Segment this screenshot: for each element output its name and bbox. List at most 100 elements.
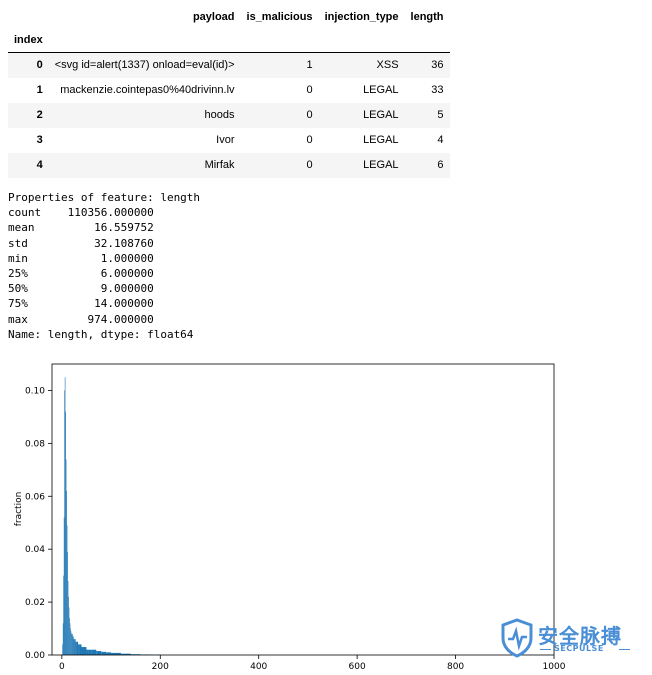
column-header-injection-type: injection_type	[324, 11, 399, 23]
shield-logo-icon	[501, 618, 533, 658]
column-header-payload: payload	[192, 11, 235, 23]
histogram-bar	[73, 639, 75, 655]
output-line: max 974.000000	[8, 312, 154, 326]
watermark-subtitle: SECPULSE	[554, 644, 604, 653]
histogram-bar	[76, 641, 79, 655]
histogram-bar	[86, 649, 89, 655]
length-cell: 5	[437, 109, 444, 121]
length-cell: 33	[431, 84, 444, 96]
injection-type-cell: LEGAL	[363, 134, 399, 146]
table-row: 3 Ivor 0 LEGAL 4	[8, 128, 450, 153]
histogram-bar	[70, 628, 71, 655]
histogram-bar	[66, 525, 68, 655]
is-malicious-cell: 0	[306, 84, 313, 96]
column-header-is-malicious: is_malicious	[246, 11, 313, 23]
cell-output-text: Properties of feature: length count 1103…	[8, 190, 200, 342]
is-malicious-cell: 1	[306, 59, 313, 72]
histogram-bar	[65, 459, 67, 655]
histogram-bar	[69, 623, 71, 655]
histogram-bars	[62, 377, 161, 655]
payload-cell: hoods	[204, 109, 235, 121]
histogram-bar	[69, 617, 70, 655]
y-tick-label: 0.08	[25, 439, 45, 449]
watermark-divider-left	[540, 649, 551, 650]
output-line: std 32.108760	[8, 236, 154, 250]
injection-type-cell: LEGAL	[363, 109, 399, 121]
histogram-bar	[67, 551, 68, 655]
injection-type-cell: XSS	[376, 59, 399, 72]
index-header-corner	[8, 6, 49, 28]
histogram-bar	[79, 644, 82, 655]
index-name-row: index	[8, 28, 450, 53]
is-malicious-cell: 0	[306, 109, 313, 121]
table-header-row: payload is_malicious injection_type leng…	[8, 6, 450, 28]
histogram-bar	[72, 636, 74, 655]
histogram-bar	[78, 644, 80, 655]
y-axis-label: fraction	[14, 492, 24, 527]
histogram-bar	[63, 517, 65, 655]
histogram-bar	[68, 596, 69, 655]
watermark-divider-right	[619, 649, 630, 650]
output-line: Name: length, dtype: float64	[8, 327, 194, 341]
is-malicious-cell: 0	[306, 134, 313, 146]
histogram-bar	[71, 633, 72, 655]
is-malicious-cell: 0	[306, 159, 313, 171]
table-row: 0 <svg id=alert(1337) onload=eval(id)> 1…	[8, 52, 450, 78]
histogram-bar	[64, 377, 66, 655]
x-axis-ticks: 0 200 400 600 800 1000	[59, 655, 566, 672]
histogram-bar	[64, 390, 65, 655]
x-tick-label: 1000	[543, 662, 566, 672]
payload-cell: Mirfak	[204, 159, 235, 171]
y-tick-label: 0.04	[25, 545, 45, 555]
injection-type-cell: LEGAL	[363, 159, 399, 171]
output-line: 50% 9.000000	[8, 282, 154, 296]
histogram-chart: 0 200 400 600 800 1000 0.000.020.040.060.080.…	[14, 363, 566, 672]
row-index: 2	[36, 109, 43, 121]
watermark-title: 安全脉搏	[538, 624, 622, 648]
length-cell: 36	[431, 59, 444, 72]
y-axis-ticks: 0.00 0.02 0.04 0.06 0.08 0.10	[25, 386, 52, 661]
output-line: 25% 6.000000	[8, 267, 154, 281]
histogram-bar	[74, 639, 76, 655]
histogram-bar	[63, 575, 64, 655]
histogram-bar	[106, 652, 112, 655]
table-row: 1 mackenzie.cointepas0%40drivinn.lv 0 LE…	[8, 78, 450, 103]
column-header-length: length	[410, 11, 444, 23]
output-line: 75% 14.000000	[8, 297, 154, 311]
x-tick-label: 600	[349, 662, 366, 672]
secpulse-watermark: 安全脉搏 SECPULSE	[500, 618, 640, 662]
length-cell: 4	[437, 134, 444, 146]
index-name-label: index	[14, 34, 43, 46]
row-index: 1	[36, 84, 43, 96]
histogram-bar	[120, 653, 131, 655]
histogram-bar	[66, 490, 67, 655]
histogram-bar	[67, 580, 69, 655]
x-tick-label: 200	[152, 662, 169, 672]
y-tick-label: 0.02	[25, 598, 45, 608]
row-index: 0	[36, 59, 43, 72]
table-row: 4 Mirfak 0 LEGAL 6	[8, 152, 450, 178]
x-tick-label: 800	[447, 662, 464, 672]
output-line: Properties of feature: length	[8, 191, 201, 204]
dataframe-table: payload is_malicious injection_type leng…	[8, 6, 450, 178]
histogram-bar	[68, 607, 70, 655]
table-row: 2 hoods 0 LEGAL 5	[8, 102, 450, 128]
histogram-bar	[65, 411, 66, 655]
histogram-bar	[96, 651, 102, 655]
histogram-bar	[70, 631, 72, 655]
histogram-bar	[62, 644, 63, 655]
y-tick-label: 0.10	[25, 386, 45, 396]
histogram-bar	[101, 651, 107, 655]
x-tick-label: 0	[59, 662, 65, 672]
y-tick-label: 0.06	[25, 492, 45, 502]
y-tick-label: 0.00	[25, 651, 45, 661]
histogram-bar	[62, 623, 64, 655]
histogram-bar	[91, 649, 97, 655]
row-index: 3	[36, 134, 43, 146]
x-tick-label: 400	[250, 662, 267, 672]
output-line: count 110356.000000	[8, 206, 154, 220]
plot-area-frame	[51, 363, 555, 656]
row-index: 4	[36, 159, 43, 171]
injection-type-cell: LEGAL	[363, 84, 399, 96]
output-line: mean 16.559752	[8, 221, 154, 235]
